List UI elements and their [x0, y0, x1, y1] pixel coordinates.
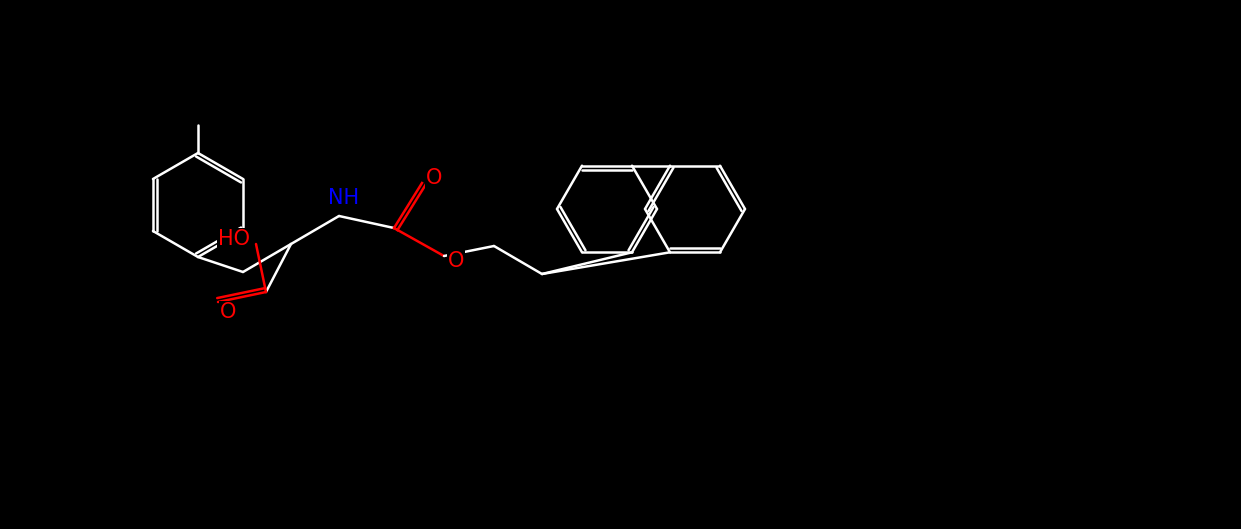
Text: O: O	[220, 302, 236, 322]
Text: O: O	[426, 168, 442, 188]
Text: O: O	[448, 251, 464, 271]
Text: HO: HO	[218, 229, 249, 249]
Text: NH: NH	[329, 188, 360, 208]
